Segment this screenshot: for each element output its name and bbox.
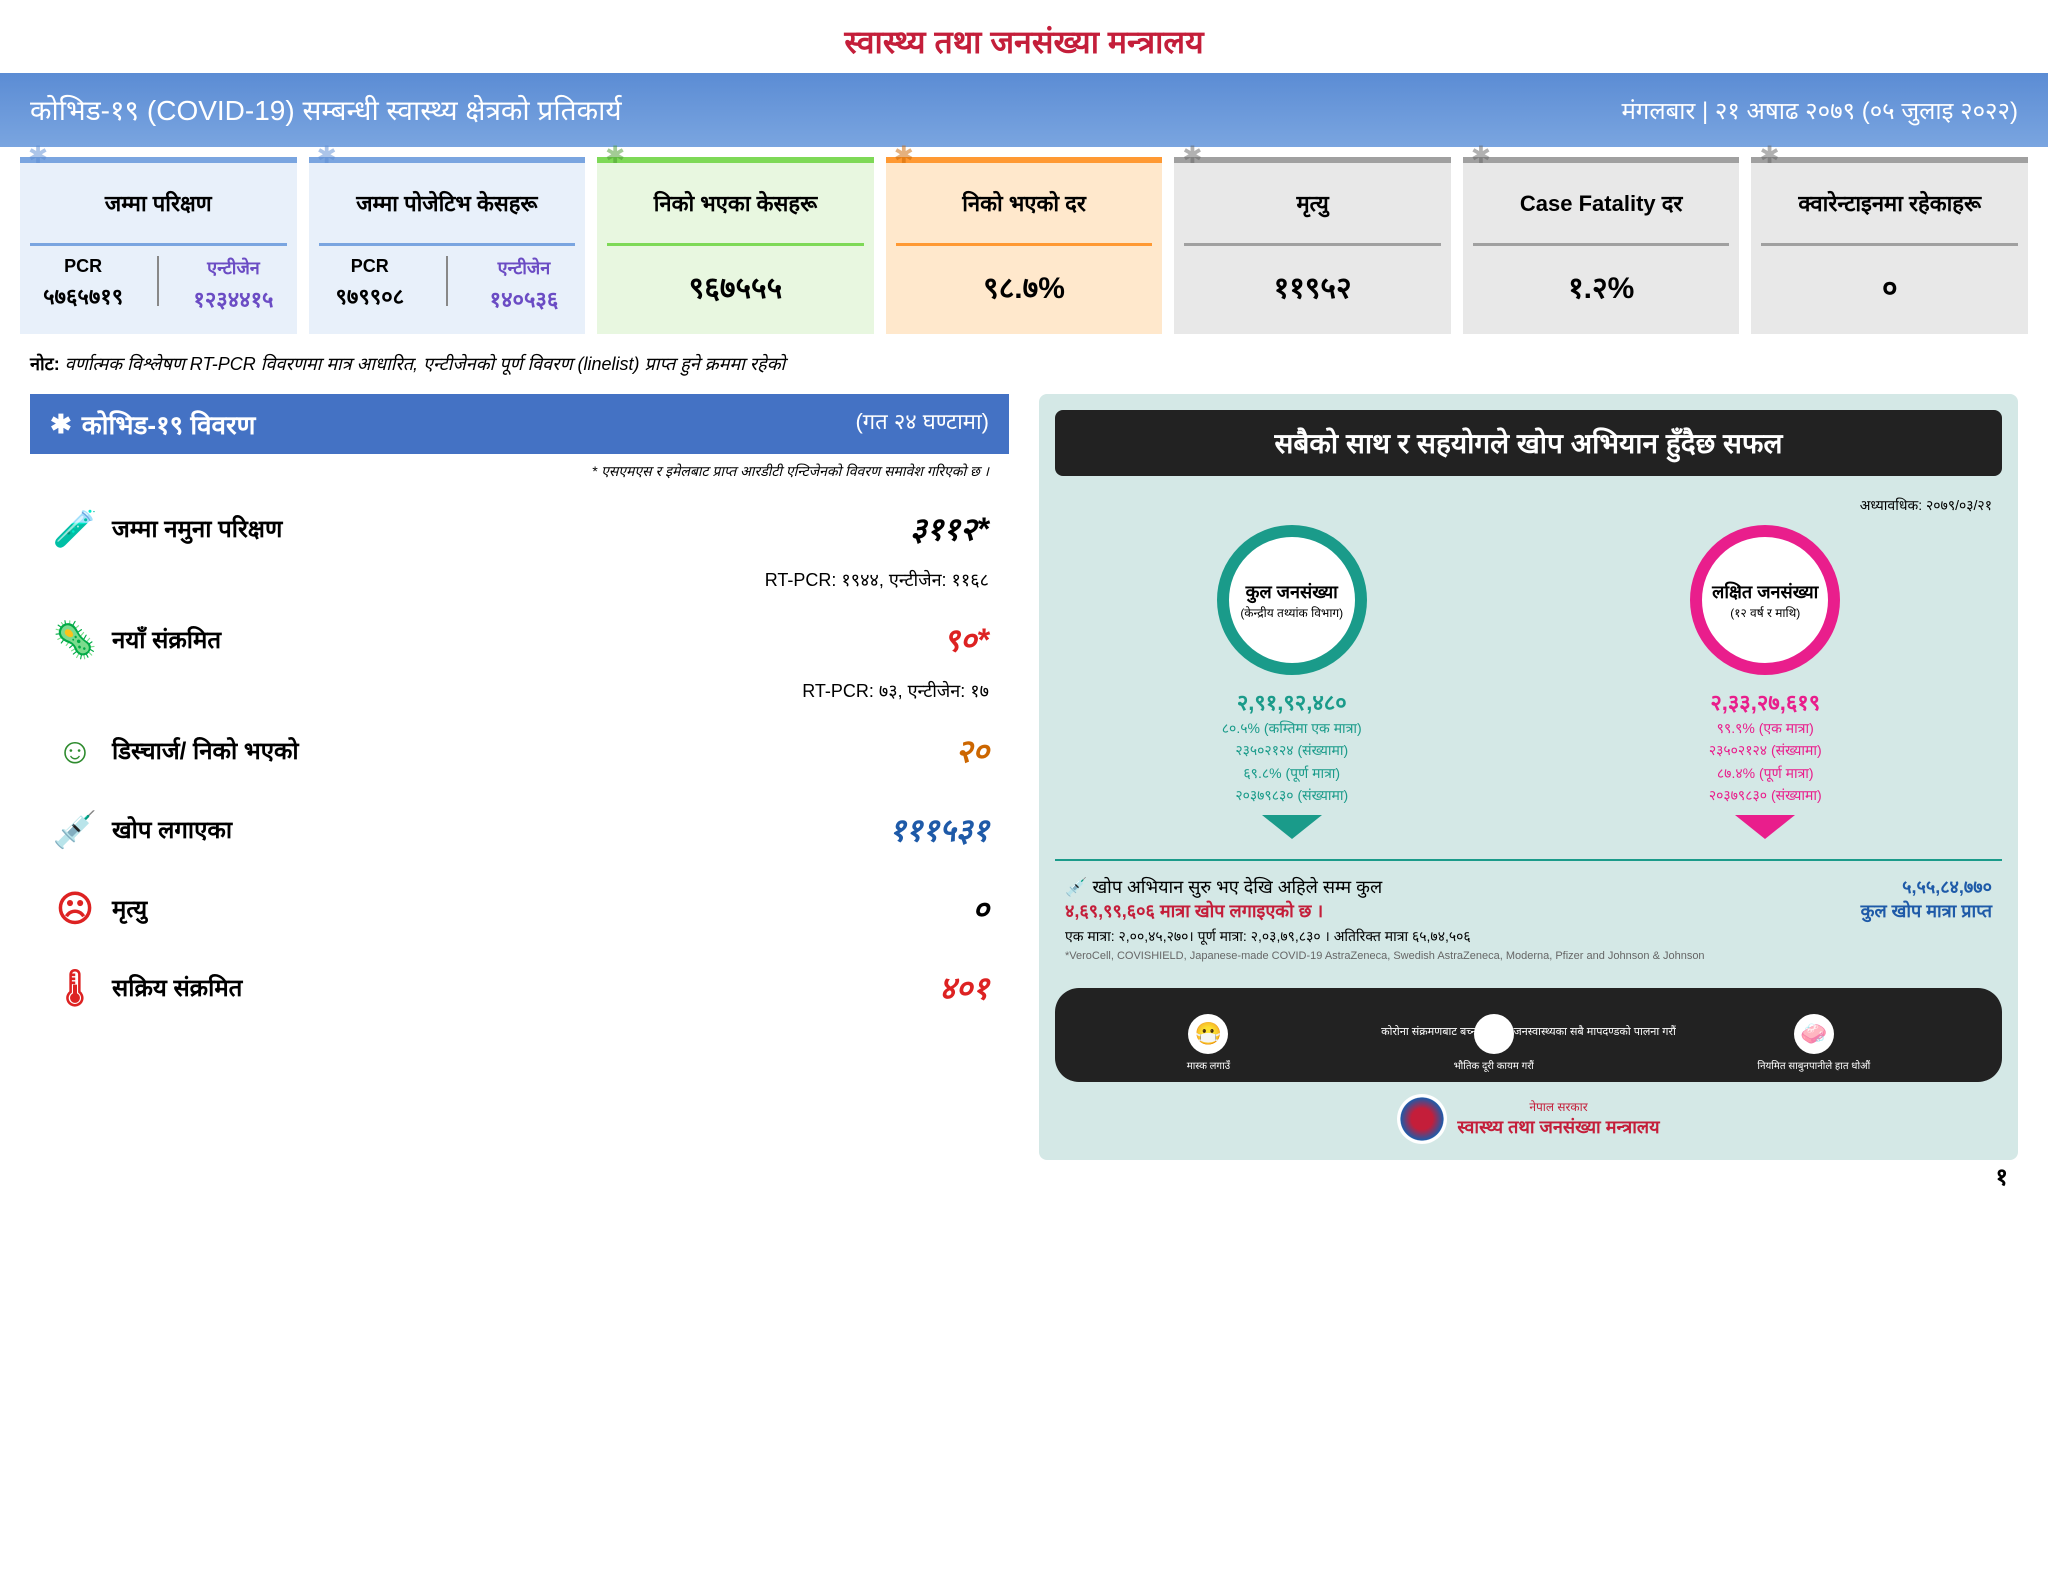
stats-row: जम्मा परिक्षण PCR५७६५७१९ एन्टीजेन१२३४४१५… <box>0 147 2048 344</box>
detail-row-label: मृत्यु <box>112 892 972 925</box>
main-content: ✱ कोभिड-१९ विवरण (गत २४ घण्टामा) * एसएमए… <box>0 384 2048 1170</box>
main-banner: कोभिड-१९ (COVID-19) सम्बन्धी स्वास्थ्य क… <box>0 73 2048 147</box>
nepal-emblem-icon <box>1397 1094 1447 1144</box>
virus-icon: ✱ <box>50 409 72 440</box>
detail-row-value: ९०* <box>943 618 989 661</box>
circle-stats: ९९.९% (एक मात्रा)२३५०२१२४ (संख्यामा)८७.४… <box>1690 717 1840 807</box>
stat-split: PCR९७९९०८ एन्टीजेन१४०५३६ <box>309 246 586 334</box>
stat-value: ११९५२ <box>1174 246 1451 327</box>
stat-label: जम्मा पोजेटिभ केसहरू <box>309 163 586 243</box>
stat-label: मृत्यु <box>1174 163 1451 243</box>
stat-card: क्वारेन्टाइनमा रहेकाहरू० <box>1751 157 2028 334</box>
stat-value: ९८.७% <box>886 246 1163 327</box>
stat-card: निको भएका केसहरू९६७५५५ <box>597 157 874 334</box>
stat-split: PCR५७६५७१९ एन्टीजेन१२३४४१५ <box>20 246 297 334</box>
gov-footer: नेपाल सरकार स्वास्थ्य तथा जनसंख्या मन्त्… <box>1055 1094 2002 1144</box>
stat-value: ० <box>1751 246 2028 327</box>
detail-row-value: २० <box>956 729 989 772</box>
vaccine-circle-block: कुल जनसंख्या(केन्द्रीय तथ्यांक विभाग) २,… <box>1217 525 1367 839</box>
detail-row: 🦠 नयाँ संक्रमित ९०* <box>30 600 1009 679</box>
stat-card: जम्मा परिक्षण PCR५७६५७१९ एन्टीजेन१२३४४१५ <box>20 157 297 334</box>
population-circle: लक्षित जनसंख्या(१२ वर्ष र माथि) <box>1690 525 1840 675</box>
vaccine-circle-block: लक्षित जनसंख्या(१२ वर्ष र माथि) २,३३,२७,… <box>1690 525 1840 839</box>
note-line: नोट: वर्णात्मक विश्लेषण RT-PCR विवरणमा म… <box>0 344 2048 384</box>
stat-card: मृत्यु११९५२ <box>1174 157 1451 334</box>
vaccine-date: अध्यावधिक: २०७९/०३/२१ <box>1055 496 2002 515</box>
detail-row: 🧪 जम्मा नमुना परिक्षण ३११२* <box>30 489 1009 568</box>
vaccine-summary: 💉 खोप अभियान सुरु भए देखि अहिले सम्म कुल… <box>1055 859 2002 976</box>
detail-row-sub: RT-PCR: ७३, एन्टीजेन: १७ <box>30 679 1009 711</box>
stat-card: Case Fatality दर१.२% <box>1463 157 1740 334</box>
detail-row: 🌡 सक्रिय संक्रमित ४०१ <box>30 948 1009 1027</box>
stat-label: निको भएको दर <box>886 163 1163 243</box>
detail-row-label: डिस्चार्ज/ निको भएको <box>112 734 956 767</box>
detail-row: 💉 खोप लगाएका १११५३१ <box>30 790 1009 869</box>
population-circle: कुल जनसंख्या(केन्द्रीय तथ्यांक विभाग) <box>1217 525 1367 675</box>
detail-row-label: खोप लगाएका <box>112 813 889 846</box>
stat-label: जम्मा परिक्षण <box>20 163 297 243</box>
vaccine-panel: सबैको साथ र सहयोगले खोप अभियान हुँदैछ सफ… <box>1039 394 2018 1160</box>
detail-row-icon: ☹ <box>50 888 100 930</box>
stat-card: निको भएको दर९८.७% <box>886 157 1163 334</box>
ministry-title: स्वास्थ्य तथा जनसंख्या मन्त्रालय <box>0 0 2048 73</box>
detail-row: ☹ मृत्यु ० <box>30 869 1009 948</box>
circle-number: २,३३,२७,६१९ <box>1690 687 1840 717</box>
stat-card: जम्मा पोजेटिभ केसहरू PCR९७९९०८ एन्टीजेन१… <box>309 157 586 334</box>
stat-value: १.२% <box>1463 246 1740 327</box>
detail-header: ✱ कोभिड-१९ विवरण (गत २४ घण्टामा) <box>30 394 1009 454</box>
detail-row: ☺ डिस्चार्ज/ निको भएको २० <box>30 711 1009 790</box>
detail-row-value: १११५३१ <box>889 808 989 851</box>
stat-label: क्वारेन्टाइनमा रहेकाहरू <box>1751 163 2028 243</box>
banner-title: कोभिड-१९ (COVID-19) सम्बन्धी स्वास्थ्य क… <box>30 91 622 129</box>
detail-row-icon: 🌡 <box>50 967 100 1009</box>
stat-label: Case Fatality दर <box>1463 163 1740 243</box>
detail-row-label: जम्मा नमुना परिक्षण <box>112 512 910 545</box>
vaccine-title: सबैको साथ र सहयोगले खोप अभियान हुँदैछ सफ… <box>1055 410 2002 476</box>
detail-row-icon: ☺ <box>50 730 100 772</box>
syringe-icon: 💉 <box>1065 877 1087 897</box>
arrow-down-icon <box>1262 815 1322 839</box>
detail-row-icon: 💉 <box>50 809 100 851</box>
banner-date: मंगलबार | २१ अषाढ २०७९ (०५ जुलाइ २०२२) <box>1621 94 2018 127</box>
detail-row-label: सक्रिय संक्रमित <box>112 971 939 1004</box>
page-number: १ <box>1996 1160 2008 1193</box>
detail-row-icon: 🧪 <box>50 508 100 550</box>
detail-row-icon: 🦠 <box>50 619 100 661</box>
detail-subnote: * एसएमएस र इमेलबाट प्राप्त आरडीटी एन्टिज… <box>30 454 1009 489</box>
stat-value: ९६७५५५ <box>597 246 874 327</box>
arrow-down-icon <box>1735 815 1795 839</box>
detail-row-value: ४०१ <box>939 966 989 1009</box>
safety-footer: कोरोना संक्रमणबाट बच्नका लागि जनस्वास्थ्… <box>1055 988 2002 1082</box>
circle-stats: ८०.५% (कम्तिमा एक मात्रा)२३५०२१२४ (संख्य… <box>1217 717 1367 807</box>
stat-label: निको भएका केसहरू <box>597 163 874 243</box>
detail-row-value: ३११२* <box>910 507 989 550</box>
detail-row-sub: RT-PCR: १९४४, एन्टीजेन: ११६८ <box>30 568 1009 600</box>
circle-number: २,९१,९२,४८० <box>1217 687 1367 717</box>
detail-row-value: ० <box>972 887 989 930</box>
detail-row-label: नयाँ संक्रमित <box>112 623 943 656</box>
